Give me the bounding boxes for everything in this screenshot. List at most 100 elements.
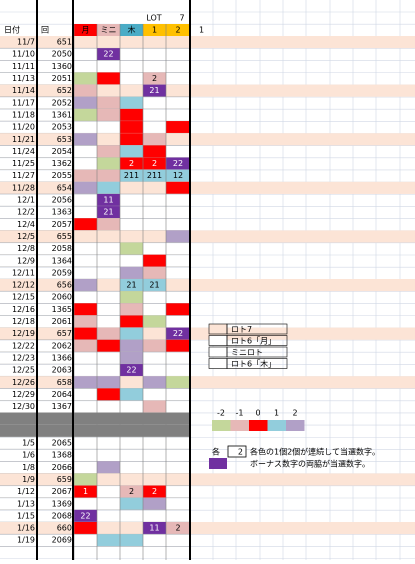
date: 12/9 [17, 256, 35, 265]
draw-number: 1363 [52, 208, 72, 217]
scale-label: 0 [255, 409, 260, 418]
cell-label: 2 [129, 487, 134, 496]
header-label: 回 [41, 26, 49, 35]
draw-number: 2055 [52, 171, 72, 180]
result-cell [143, 376, 166, 389]
draw-number: 2051 [52, 74, 72, 83]
result-cell [74, 327, 97, 340]
row-highlight [0, 522, 415, 535]
draw-number: 2066 [52, 463, 72, 472]
draw-number: 2064 [52, 390, 72, 399]
legend-label: ロト6「月」 [231, 337, 276, 346]
cell-label: 22 [173, 329, 183, 338]
date: 12/23 [12, 353, 35, 362]
date: 11/20 [12, 123, 35, 132]
date: 11/25 [12, 159, 35, 168]
note-2: ボーナス数字の両脇が当選数字。 [250, 459, 370, 469]
result-cell [143, 72, 166, 85]
result-cell [74, 279, 97, 292]
date: 12/26 [12, 378, 35, 387]
date: 12/15 [12, 293, 35, 302]
date: 12/1 [17, 196, 35, 205]
header-cell [97, 24, 120, 36]
result-cell [166, 339, 190, 352]
cell-label: 2 [152, 159, 157, 168]
draw-number: 654 [57, 183, 72, 192]
legend-swatch [208, 323, 228, 335]
result-cell [120, 315, 143, 328]
result-cell [74, 181, 97, 194]
result-cell [143, 133, 166, 146]
draw-number: 2059 [52, 268, 72, 277]
result-cell [120, 266, 143, 279]
date: 1/13 [17, 499, 35, 508]
cell-label: 21 [103, 208, 113, 217]
result-cell [120, 497, 143, 510]
date: 11/28 [12, 183, 35, 192]
result-cell [120, 339, 143, 352]
draw-number: 1369 [52, 499, 72, 508]
bonus-swatch [209, 458, 227, 469]
lot-label: LOT [146, 14, 161, 23]
legend-swatch [208, 335, 228, 346]
date: 12/16 [12, 305, 35, 314]
cell-label: 2 [152, 487, 157, 496]
cell-label: 22 [80, 511, 90, 520]
result-cell [74, 376, 97, 389]
date: 12/2 [17, 208, 35, 217]
date: 12/30 [12, 402, 35, 411]
result-cell [97, 327, 120, 340]
cell-label: 22 [103, 50, 113, 59]
date: 12/19 [12, 329, 35, 338]
legend-swatch [208, 346, 228, 358]
draw-number: 2053 [52, 123, 72, 132]
result-cell [97, 157, 120, 170]
draw-number: 651 [57, 38, 72, 47]
draw-number: 660 [57, 524, 72, 533]
result-cell [143, 485, 166, 498]
result-cell [74, 96, 97, 109]
result-cell [120, 351, 143, 365]
result-cell [97, 48, 120, 61]
result-cell [166, 169, 190, 182]
draw-number: 1362 [52, 159, 72, 168]
row-highlight [0, 36, 415, 49]
result-cell [120, 485, 143, 498]
header-label: 2 [175, 26, 180, 35]
result-cell [143, 339, 166, 352]
note-box-label: 2 [238, 448, 243, 457]
cell-label: 211 [147, 171, 162, 180]
draw-number: 653 [57, 135, 72, 144]
result-cell [97, 193, 120, 207]
draw-number: 2057 [52, 220, 72, 229]
result-cell [166, 157, 190, 170]
header-label: 木 [128, 25, 136, 35]
result-cell [143, 315, 166, 328]
date: 1/5 [22, 439, 35, 448]
result-cell [74, 72, 97, 85]
result-cell [120, 96, 143, 109]
result-cell [97, 206, 120, 219]
date: 12/8 [17, 244, 35, 253]
date: 12/12 [12, 281, 35, 290]
cell-label: 22 [173, 159, 183, 168]
header-cell [74, 24, 97, 36]
header-label: 1 [152, 26, 157, 35]
draw-number: 1366 [52, 353, 72, 362]
cell-label: 2 [152, 74, 157, 83]
legend-swatch [208, 358, 228, 369]
header-label: 日付 [4, 25, 20, 35]
result-cell [74, 84, 97, 97]
legend-box [226, 346, 288, 358]
result-cell [120, 242, 143, 255]
draw-number: 2052 [52, 98, 72, 107]
draw-number: 2068 [52, 511, 72, 520]
draw-number: 2061 [52, 317, 72, 326]
legend-label: ミニロト [231, 348, 263, 357]
row-highlight [0, 133, 415, 146]
scale-label: -2 [217, 409, 225, 418]
note-prefix: 各 [212, 447, 220, 457]
draw-number: 655 [57, 232, 72, 241]
legend-label: ロト6「木」 [231, 359, 276, 369]
